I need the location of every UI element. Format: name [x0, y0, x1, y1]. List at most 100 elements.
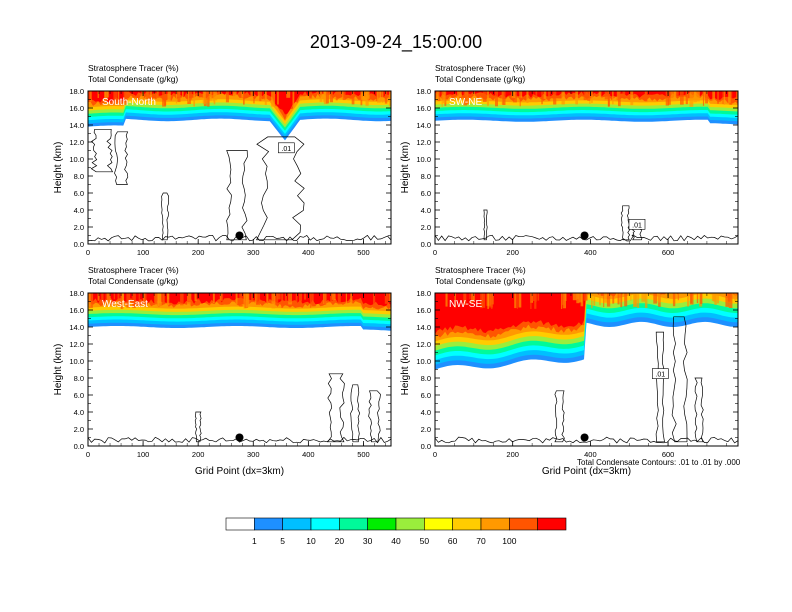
x-tick-label: 100 — [137, 248, 150, 257]
tracer-streak — [149, 91, 152, 98]
tracer-streak — [541, 91, 543, 105]
contour-line — [327, 373, 345, 443]
y-tick-label: 14.0 — [416, 323, 431, 332]
tracer-streak — [702, 91, 706, 99]
tracer-streak — [535, 293, 537, 302]
tracer-streak — [132, 293, 136, 308]
y-tick-label: 8.0 — [421, 374, 431, 383]
y-axis-label: Height (km) — [53, 142, 64, 194]
y-tick-label: 18.0 — [69, 87, 84, 96]
tracer-streak — [107, 91, 109, 98]
tracer-streak — [342, 91, 346, 101]
colorbar-swatch — [310, 517, 340, 531]
tracer-streak — [241, 91, 244, 98]
colorbar-swatch — [367, 517, 397, 531]
contour-label-box — [628, 219, 646, 230]
tracer-streak — [728, 91, 731, 103]
tracer-streak — [266, 293, 269, 304]
x-tick-label: 400 — [302, 248, 315, 257]
x-tick-label: 400 — [584, 248, 597, 257]
tracer-streak — [622, 91, 626, 98]
plot-area — [88, 293, 391, 446]
tracer-streak — [221, 293, 224, 302]
tracer-streak — [271, 293, 276, 309]
tracer-streak — [480, 293, 483, 309]
tracer-streak — [122, 293, 124, 307]
tracer-streak — [685, 91, 688, 105]
contour-line — [194, 411, 202, 443]
tracer-streak — [644, 293, 648, 308]
tracer-streak — [311, 293, 314, 307]
tracer-streak — [696, 293, 699, 303]
y-tick-label: 16.0 — [416, 306, 431, 315]
panel-subtitle: Total Condensate (g/kg) — [435, 276, 525, 286]
contour-line — [483, 209, 488, 241]
tracer-streak — [673, 91, 677, 100]
x-tick-label: 200 — [192, 450, 205, 459]
colorbar-swatch — [509, 517, 538, 531]
tracer-streak — [182, 91, 184, 99]
tracer-streak — [384, 91, 388, 104]
tracer-streak — [445, 293, 448, 307]
x-axis-label: Grid Point (dx=3km) — [542, 466, 631, 477]
tracer-streak — [330, 293, 333, 302]
tracer-layer-9 — [435, 91, 738, 100]
tracer-streak — [728, 293, 733, 308]
y-tick-label: 10.0 — [416, 155, 431, 164]
tracer-streak — [583, 91, 588, 101]
tracer-streak — [309, 293, 312, 308]
y-tick-label: 18.0 — [416, 87, 431, 96]
tracer-streak — [145, 91, 150, 99]
tracer-streak — [90, 91, 92, 102]
tracer-streak — [700, 293, 703, 304]
panel-subtitle: Total Condensate (g/kg) — [88, 74, 178, 84]
tracer-streak — [187, 293, 191, 303]
tracer-streak — [213, 91, 216, 105]
tracer-streak — [366, 91, 370, 99]
tracer-streak — [537, 293, 540, 301]
contour-line — [554, 390, 565, 443]
x-tick-label: 400 — [584, 450, 597, 459]
tracer-streak — [693, 91, 697, 103]
tracer-streak — [117, 293, 120, 306]
tracer-streak — [511, 91, 516, 99]
tracer-streak — [377, 91, 381, 103]
y-tick-label: 8.0 — [421, 172, 431, 181]
tracer-streak — [309, 91, 313, 99]
tracer-streak — [105, 293, 107, 305]
y-tick-label: 4.0 — [421, 408, 431, 417]
tracer-streak — [251, 293, 254, 303]
tracer-streak — [256, 293, 260, 305]
panel-label: West-East — [102, 299, 148, 310]
tracer-streak — [562, 293, 565, 308]
panel-subtitle: Stratosphere Tracer (%) — [435, 265, 526, 275]
x-tick-label: 600 — [662, 248, 675, 257]
tracer-streak — [502, 91, 506, 105]
tracer-streak — [209, 91, 213, 101]
tracer-streak — [562, 293, 566, 309]
y-axis-label: Height (km) — [400, 344, 411, 396]
y-tick-label: 16.0 — [69, 306, 84, 315]
tracer-streak — [672, 293, 676, 307]
tracer-streak — [271, 91, 275, 107]
tracer-streak — [519, 91, 521, 107]
y-tick-label: 16.0 — [416, 104, 431, 113]
tracer-streak — [299, 293, 302, 302]
colorbar-label: 40 — [391, 536, 401, 546]
tracer-streak — [264, 91, 267, 105]
condensate-contours — [88, 128, 391, 242]
colorbar-swatch — [254, 517, 283, 531]
y-tick-label: 14.0 — [416, 121, 431, 130]
tracer-streak — [167, 91, 171, 102]
tracer-streak — [325, 91, 329, 104]
colorbar-label: 20 — [335, 536, 345, 546]
tracer-streak — [689, 91, 694, 107]
colorbar-swatch — [424, 517, 453, 531]
y-tick-label: 0.0 — [421, 240, 431, 249]
y-tick-label: 6.0 — [421, 189, 431, 198]
colorbar-label: 10 — [306, 536, 316, 546]
y-axis-label: Height (km) — [53, 344, 64, 396]
tracer-streak — [97, 293, 100, 301]
x-tick-label: 0 — [86, 450, 90, 459]
tracer-streak — [637, 293, 640, 308]
